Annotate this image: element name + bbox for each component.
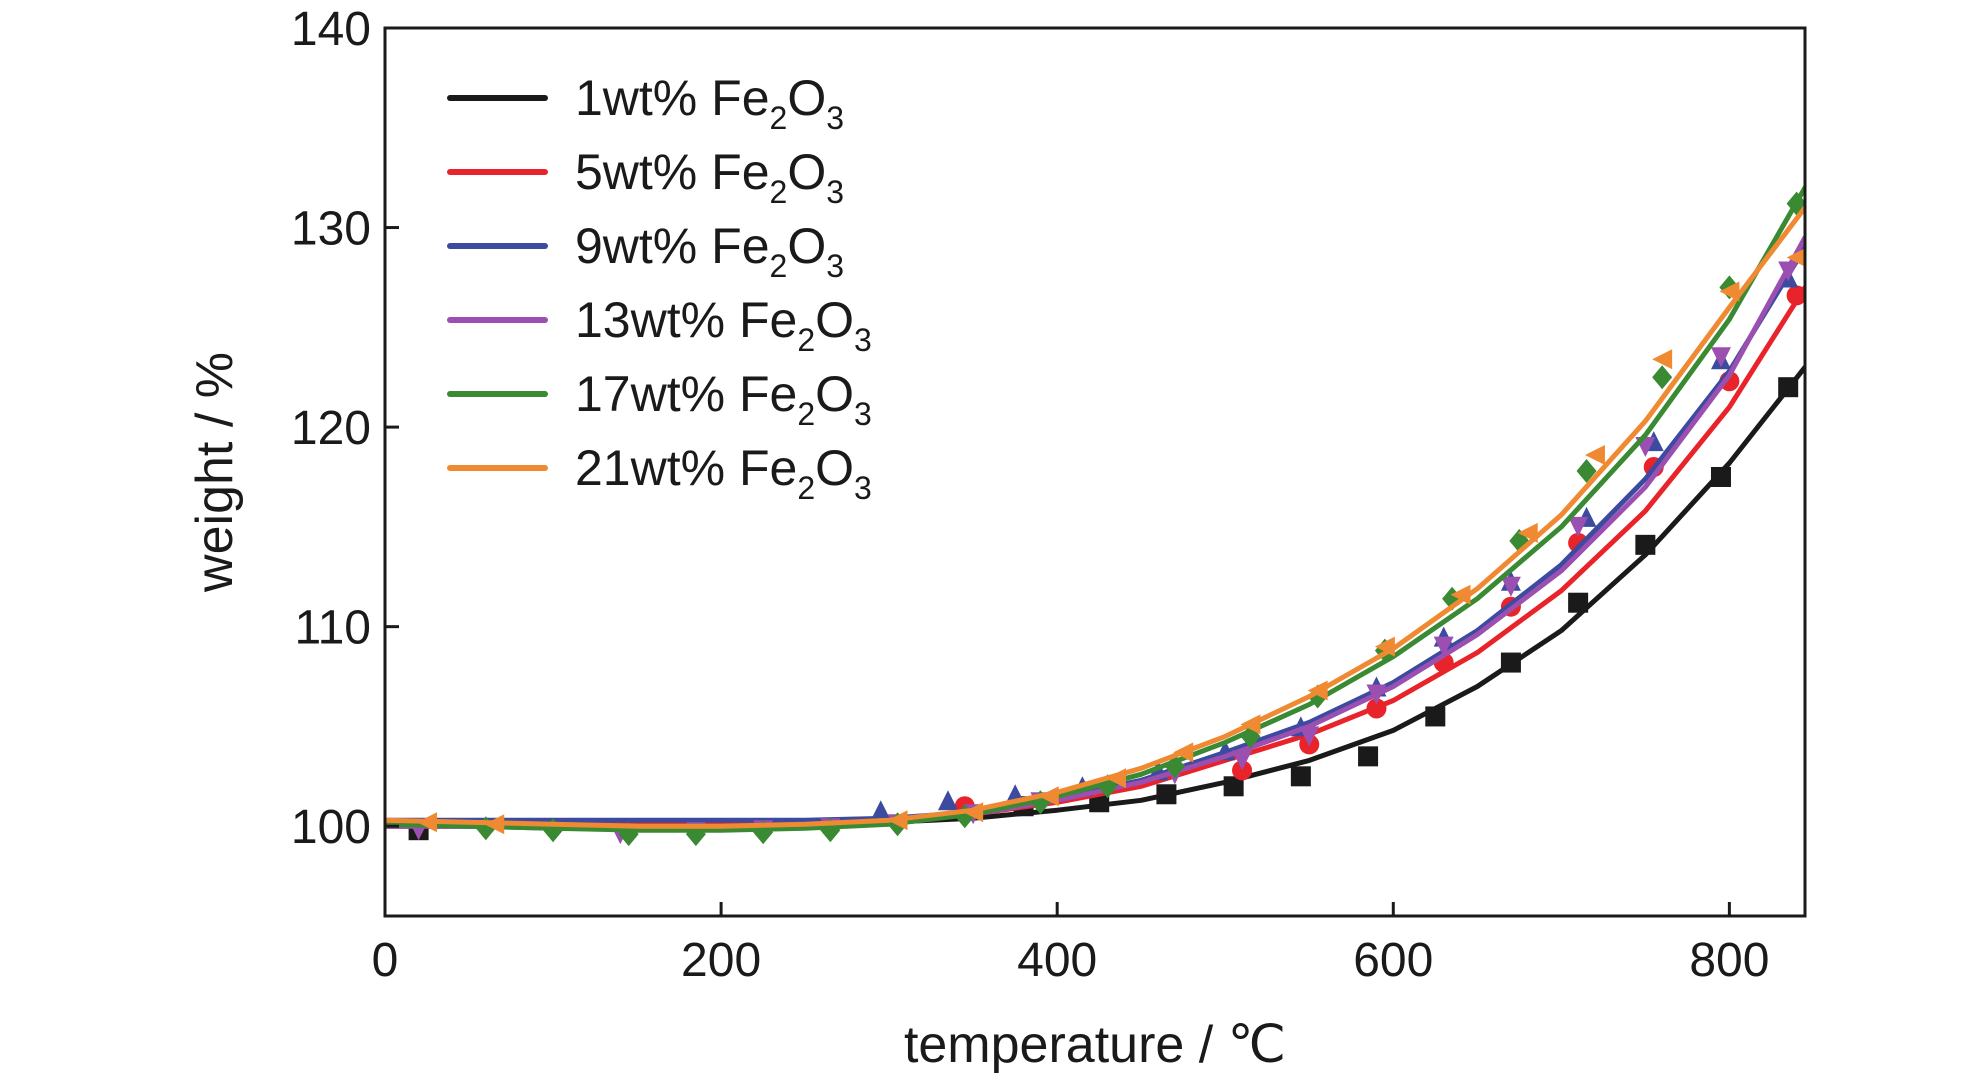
data-point-marker [1106,768,1127,789]
data-point-marker [1433,636,1454,657]
y-tick-label: 140 [291,3,371,56]
data-point-marker [1568,592,1589,613]
legend-item: 21wt% Fe2O3 [447,440,872,506]
legend-item: 5wt% Fe2O3 [447,144,844,210]
data-point-marker [1652,349,1673,370]
y-tick-label: 130 [291,203,371,256]
data-point-marker [1500,652,1521,673]
y-tick-label: 110 [294,602,371,655]
data-point-marker [1240,714,1261,735]
data-point-marker [1366,684,1387,705]
data-point-marker [1500,576,1521,597]
data-point-marker [1164,754,1185,779]
x-tick-label: 0 [372,934,399,987]
legend: 1wt% Fe2O3 5wt% Fe2O3 9wt% Fe2O3 13wt% Fe2O… [447,70,872,506]
y-axis-title: weight / % [186,352,244,593]
data-point-marker [1584,445,1605,466]
data-point-marker [1652,365,1673,390]
data-point-marker [1719,281,1740,302]
data-point-marker [1710,466,1731,487]
tick-layer: 0 200 400 600 800 100 110 120 130 140 [291,3,1770,987]
data-point-marker [1232,750,1253,771]
data-point-marker [1786,285,1805,306]
data-point-marker [1290,766,1311,787]
legend-label: 9wt% Fe2O3 [575,218,844,284]
legend-label: 5wt% Fe2O3 [575,144,844,210]
legend-label: 13wt% Fe2O3 [575,292,872,358]
legend-item: 9wt% Fe2O3 [447,218,844,284]
x-tick-label: 200 [681,934,761,987]
y-tick-label: 120 [291,402,371,455]
data-point-marker [1450,584,1471,605]
data-point-marker [484,814,505,835]
data-point-marker [1786,248,1805,267]
data-point-marker [1173,742,1194,763]
legend-item: 1wt% Fe2O3 [447,70,844,136]
x-tick-label: 400 [1017,934,1097,987]
data-point-marker [1778,377,1799,398]
data-point-marker [1223,776,1244,797]
data-point-marker [963,802,984,823]
plot-layer [385,185,1805,847]
data-point-marker [937,790,958,811]
data-point-marker [887,810,908,831]
data-point-marker [1517,522,1538,543]
data-point-marker [1778,261,1799,282]
data-point-marker [1156,784,1177,805]
data-point-marker [1710,347,1731,368]
data-point-marker [1299,726,1320,747]
data-point-marker [417,812,438,833]
plot-frame [383,26,1807,918]
data-point-marker [870,800,891,821]
legend-label: 1wt% Fe2O3 [575,70,844,136]
legend-label: 21wt% Fe2O3 [575,440,872,506]
legend-item: 17wt% Fe2O3 [447,366,872,432]
x-tick-label: 800 [1689,934,1769,987]
data-point-marker [1374,636,1395,657]
data-point-marker [1366,698,1387,719]
y-tick-label: 100 [291,801,371,854]
data-point-marker [1425,706,1446,727]
x-tick-label: 600 [1353,934,1433,987]
data-point-marker [1576,459,1597,484]
series-6 [385,205,1805,835]
data-point-marker [1307,680,1328,701]
series-line [385,205,1805,829]
data-point-marker [1568,516,1589,537]
x-axis-title: temperature / ℃ [904,1016,1286,1074]
legend-label: 17wt% Fe2O3 [575,366,872,432]
data-point-marker [1358,746,1379,767]
data-point-marker [1635,534,1656,555]
legend-item: 13wt% Fe2O3 [447,292,872,358]
data-point-marker [1038,786,1059,807]
